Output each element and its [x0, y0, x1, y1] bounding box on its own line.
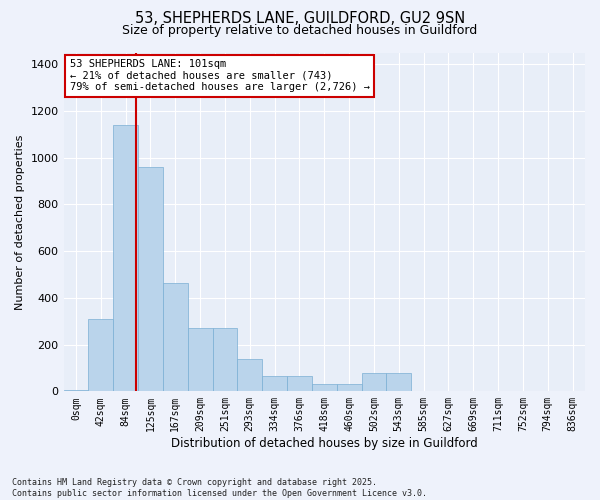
X-axis label: Distribution of detached houses by size in Guildford: Distribution of detached houses by size …	[171, 437, 478, 450]
Bar	[287, 376, 312, 392]
Bar	[64, 390, 88, 392]
Bar	[138, 167, 163, 392]
Bar	[262, 376, 287, 392]
Text: 53, SHEPHERDS LANE, GUILDFORD, GU2 9SN: 53, SHEPHERDS LANE, GUILDFORD, GU2 9SN	[135, 11, 465, 26]
Bar	[188, 328, 212, 392]
Bar	[212, 328, 238, 392]
Y-axis label: Number of detached properties: Number of detached properties	[15, 134, 25, 310]
Bar	[312, 384, 337, 392]
Bar	[337, 384, 362, 392]
Bar	[238, 358, 262, 392]
Text: Size of property relative to detached houses in Guildford: Size of property relative to detached ho…	[122, 24, 478, 37]
Bar	[113, 125, 138, 392]
Bar	[88, 319, 113, 392]
Text: 53 SHEPHERDS LANE: 101sqm
← 21% of detached houses are smaller (743)
79% of semi: 53 SHEPHERDS LANE: 101sqm ← 21% of detac…	[70, 60, 370, 92]
Bar	[362, 372, 386, 392]
Bar	[386, 372, 411, 392]
Text: Contains HM Land Registry data © Crown copyright and database right 2025.
Contai: Contains HM Land Registry data © Crown c…	[12, 478, 427, 498]
Bar	[163, 282, 188, 392]
